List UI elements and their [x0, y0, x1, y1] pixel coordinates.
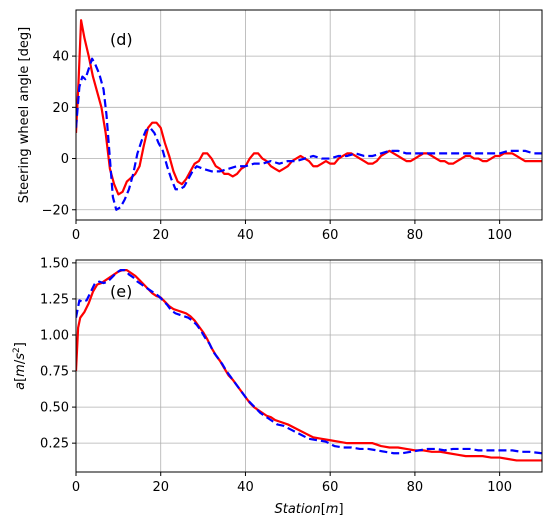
x-tick-label: 80 [407, 228, 424, 243]
x-tick-label: 0 [72, 228, 80, 243]
y-axis-label: Steering wheel angle [deg] [17, 27, 32, 203]
solid-red-series-line [76, 19, 542, 196]
y-tick-label: 0.50 [40, 401, 69, 416]
y-tick-label: 1.50 [40, 256, 69, 271]
y-tick-label: 0.25 [40, 437, 69, 452]
panel-label: (e) [110, 282, 132, 301]
solid-red-series-line [76, 269, 542, 462]
gridlines [76, 10, 542, 220]
x-tick-label: 60 [322, 480, 339, 495]
y-tick-label: 1.25 [40, 292, 69, 307]
x-tick-label: 80 [407, 480, 424, 495]
y-tick-label: −20 [42, 203, 69, 218]
axes-frame [75, 9, 543, 221]
panel-e: 0 20 40 60 80 100 0.25 0.50 0.75 1.00 1.25 1.50 (e) a… [12, 256, 543, 517]
x-tick-label: 40 [237, 228, 254, 243]
x-tick-label: 100 [487, 228, 512, 243]
x-tick-label: 60 [322, 228, 339, 243]
y-tick-label: 40 [52, 50, 69, 65]
x-axis-label: Station[m] [274, 502, 343, 517]
x-tick-label: 100 [487, 480, 512, 495]
x-tick-label: 40 [237, 480, 254, 495]
dashed-blue-series-line [76, 57, 542, 211]
x-tick-label: 20 [152, 480, 169, 495]
panel-label: (d) [110, 30, 133, 49]
y-tick-label: 0.75 [40, 365, 69, 380]
dashed-blue-series-line [76, 269, 542, 455]
y-tick-label: 1.00 [40, 328, 69, 343]
x-tick-label: 20 [152, 228, 169, 243]
y-axis-label: a[m/s2] [12, 342, 28, 390]
axes-frame [75, 259, 543, 473]
y-tick-label: 20 [52, 101, 69, 116]
gridlines [76, 260, 542, 472]
x-tick-label: 0 [72, 480, 80, 495]
y-tick-label: 0 [61, 152, 69, 167]
